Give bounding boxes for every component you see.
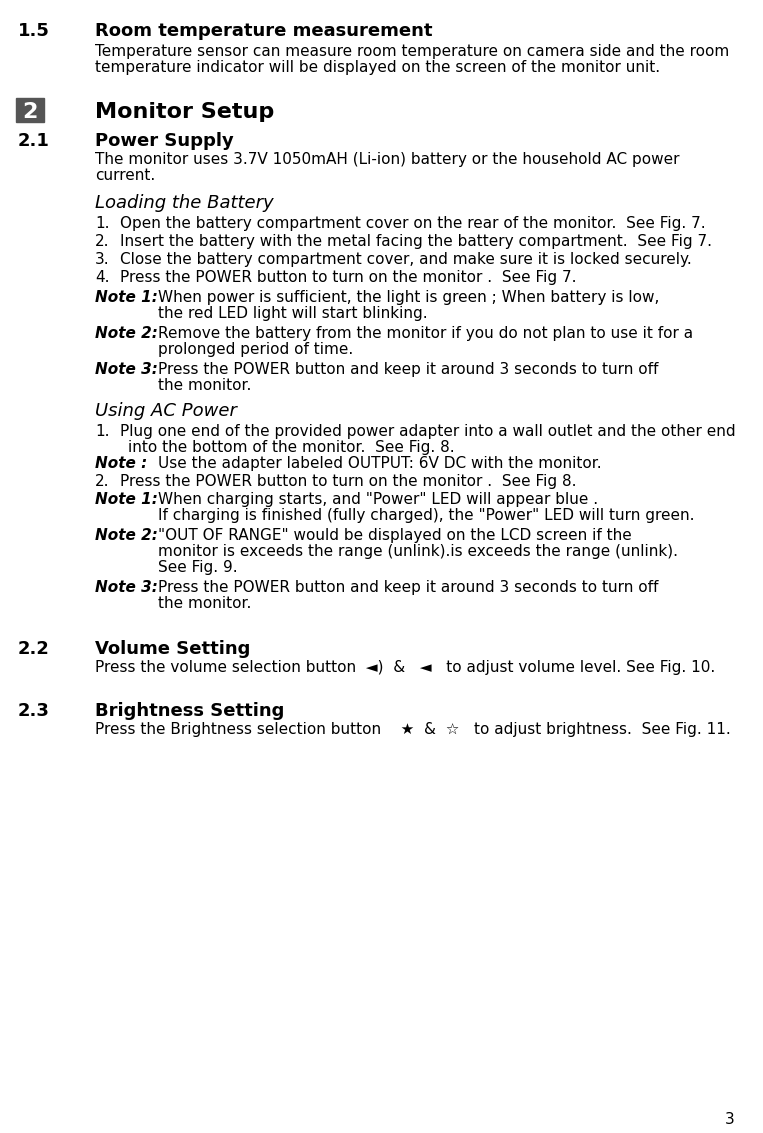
Text: Plug one end of the provided power adapter into a wall outlet and the other end: Plug one end of the provided power adapt…	[120, 424, 736, 438]
Text: 1.: 1.	[95, 216, 110, 231]
Text: The monitor uses 3.7V 1050mAH (Li-ion) battery or the household AC power: The monitor uses 3.7V 1050mAH (Li-ion) b…	[95, 152, 680, 167]
Text: the monitor.: the monitor.	[158, 596, 251, 611]
FancyBboxPatch shape	[16, 97, 44, 122]
Text: Temperature sensor can measure room temperature on camera side and the room: Temperature sensor can measure room temp…	[95, 44, 729, 59]
Text: Room temperature measurement: Room temperature measurement	[95, 22, 433, 40]
Text: 2: 2	[22, 102, 37, 122]
Text: If charging is finished (fully charged), the "Power" LED will turn green.: If charging is finished (fully charged),…	[158, 508, 694, 523]
Text: 3: 3	[726, 1111, 735, 1127]
Text: Using AC Power: Using AC Power	[95, 402, 237, 420]
Text: current.: current.	[95, 168, 155, 184]
Text: Use the adapter labeled OUTPUT: 6V DC with the monitor.: Use the adapter labeled OUTPUT: 6V DC wi…	[158, 455, 601, 471]
Text: Note 1:: Note 1:	[95, 492, 158, 506]
Text: Press the volume selection button  ◄)  &   ◄   to adjust volume level. See Fig. : Press the volume selection button ◄) & ◄…	[95, 661, 715, 675]
Text: Note 3:: Note 3:	[95, 363, 158, 377]
Text: Note 3:: Note 3:	[95, 580, 158, 595]
Text: "OUT OF RANGE" would be displayed on the LCD screen if the: "OUT OF RANGE" would be displayed on the…	[158, 528, 632, 543]
Text: Note 2:: Note 2:	[95, 326, 158, 341]
Text: prolonged period of time.: prolonged period of time.	[158, 342, 353, 357]
Text: 2.3: 2.3	[18, 702, 50, 719]
Text: Brightness Setting: Brightness Setting	[95, 702, 285, 719]
Text: Insert the battery with the metal facing the battery compartment.  See Fig 7.: Insert the battery with the metal facing…	[120, 235, 712, 249]
Text: When charging starts, and "Power" LED will appear blue .: When charging starts, and "Power" LED wi…	[158, 492, 598, 506]
Text: Note 2:: Note 2:	[95, 528, 158, 543]
Text: 2.2: 2.2	[18, 640, 50, 658]
Text: Press the POWER button and keep it around 3 seconds to turn off: Press the POWER button and keep it aroun…	[158, 363, 658, 377]
Text: Note :: Note :	[95, 455, 147, 471]
Text: temperature indicator will be displayed on the screen of the monitor unit.: temperature indicator will be displayed …	[95, 60, 660, 75]
Text: Close the battery compartment cover, and make sure it is locked securely.: Close the battery compartment cover, and…	[120, 252, 692, 267]
Text: Loading the Battery: Loading the Battery	[95, 194, 274, 212]
Text: 1.: 1.	[95, 424, 110, 438]
Text: Monitor Setup: Monitor Setup	[95, 102, 274, 122]
Text: monitor is exceeds the range (unlink).is exceeds the range (unlink).: monitor is exceeds the range (unlink).is…	[158, 544, 678, 559]
Text: into the bottom of the monitor.  See Fig. 8.: into the bottom of the monitor. See Fig.…	[128, 440, 455, 455]
Text: 4.: 4.	[95, 270, 110, 286]
Text: See Fig. 9.: See Fig. 9.	[158, 560, 237, 576]
Text: the red LED light will start blinking.: the red LED light will start blinking.	[158, 306, 427, 321]
Text: 2.1: 2.1	[18, 133, 50, 150]
Text: Volume Setting: Volume Setting	[95, 640, 250, 658]
Text: Press the POWER button and keep it around 3 seconds to turn off: Press the POWER button and keep it aroun…	[158, 580, 658, 595]
Text: Power Supply: Power Supply	[95, 133, 233, 150]
Text: 1.5: 1.5	[18, 22, 50, 40]
Text: 2.: 2.	[95, 474, 110, 489]
Text: 3.: 3.	[95, 252, 110, 267]
Text: the monitor.: the monitor.	[158, 378, 251, 393]
Text: Press the POWER button to turn on the monitor .  See Fig 7.: Press the POWER button to turn on the mo…	[120, 270, 577, 286]
Text: Press the Brightness selection button    ★  &  ☆   to adjust brightness.  See Fi: Press the Brightness selection button ★ …	[95, 722, 731, 736]
Text: Press the POWER button to turn on the monitor .  See Fig 8.: Press the POWER button to turn on the mo…	[120, 474, 577, 489]
Text: Note 1:: Note 1:	[95, 290, 158, 305]
Text: Open the battery compartment cover on the rear of the monitor.  See Fig. 7.: Open the battery compartment cover on th…	[120, 216, 706, 231]
Text: Remove the battery from the monitor if you do not plan to use it for a: Remove the battery from the monitor if y…	[158, 326, 693, 341]
Text: When power is sufficient, the light is green ; When battery is low,: When power is sufficient, the light is g…	[158, 290, 659, 305]
Text: 2.: 2.	[95, 235, 110, 249]
